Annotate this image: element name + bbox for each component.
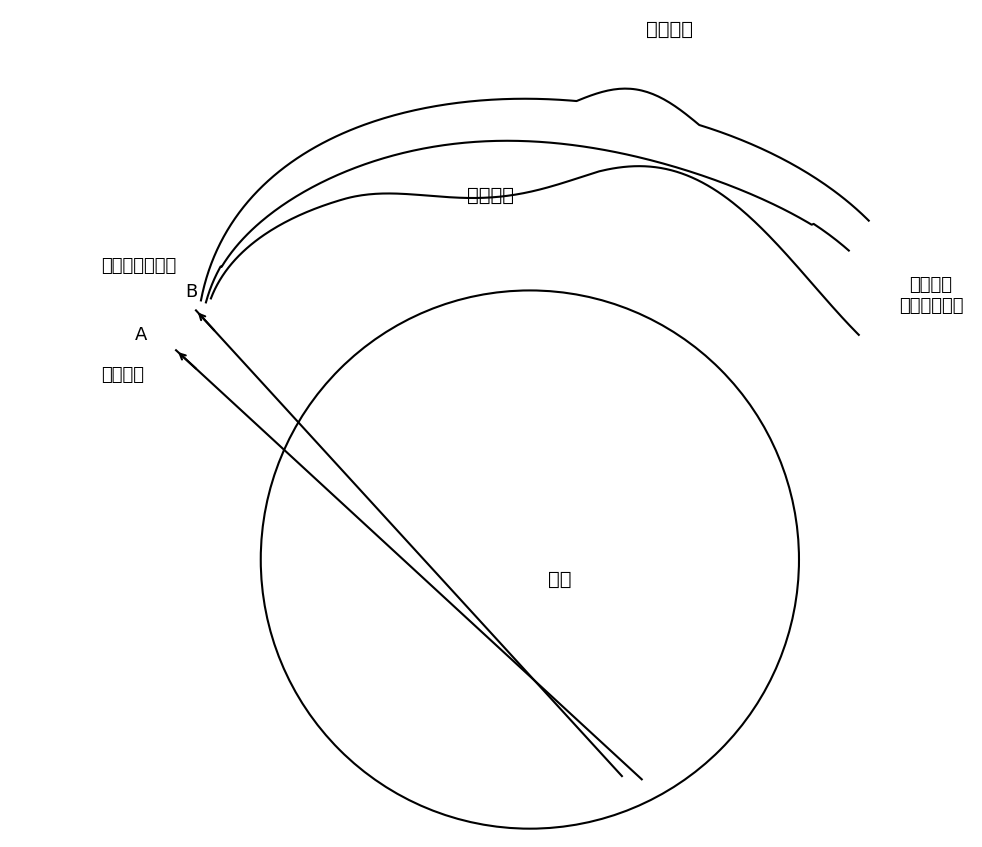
Text: 真实位置: 真实位置: [101, 366, 144, 385]
Text: 预报轨道: 预报轨道: [646, 19, 693, 39]
Text: 测量轨道
（参考轨道）: 测量轨道 （参考轨道）: [899, 276, 963, 315]
Text: A: A: [135, 326, 147, 344]
Text: B: B: [185, 284, 197, 302]
Circle shape: [261, 291, 799, 828]
Text: 地球: 地球: [548, 570, 572, 589]
Text: 初定轨确定位置: 初定轨确定位置: [101, 257, 177, 274]
Text: 真实轨道: 真实轨道: [466, 186, 514, 205]
